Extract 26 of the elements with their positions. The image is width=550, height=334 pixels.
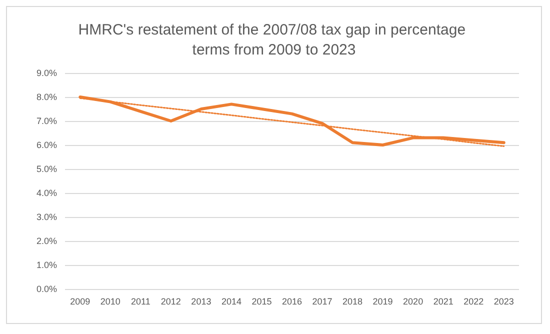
x-tick-label: 2022 [464,296,484,306]
x-tick-label: 2010 [100,296,120,306]
y-tick-label: 3.0% [36,212,57,222]
y-tick-label: 5.0% [36,164,57,174]
x-tick-label: 2014 [221,296,242,306]
x-tick-label: 2021 [433,296,454,306]
x-tick-label: 2012 [160,296,181,306]
x-tick-label: 2009 [70,296,90,306]
x-tick-label: 2015 [252,296,272,306]
chart-title: HMRC's restatement of the 2007/08 tax gap in percentage terms from 2009 to 2023 [78,22,470,58]
y-tick-label: 6.0% [36,140,57,150]
y-tick-label: 2.0% [36,236,57,246]
x-tick-label: 2013 [191,296,212,306]
y-tick-label: 0.0% [36,284,57,294]
x-tick-label: 2016 [282,296,302,306]
y-tick-label: 1.0% [36,260,57,270]
y-tick-label: 7.0% [36,116,57,126]
x-tick-label: 2017 [312,296,332,306]
x-tick-label: 2011 [130,296,150,306]
x-tick-label: 2018 [342,296,363,306]
y-tick-label: 8.0% [36,92,57,102]
x-tick-label: 2020 [403,296,424,306]
x-tick-label: 2023 [494,296,514,306]
y-tick-label: 9.0% [36,68,57,78]
x-tick-label: 2019 [372,296,393,306]
y-tick-label: 4.0% [36,188,57,198]
